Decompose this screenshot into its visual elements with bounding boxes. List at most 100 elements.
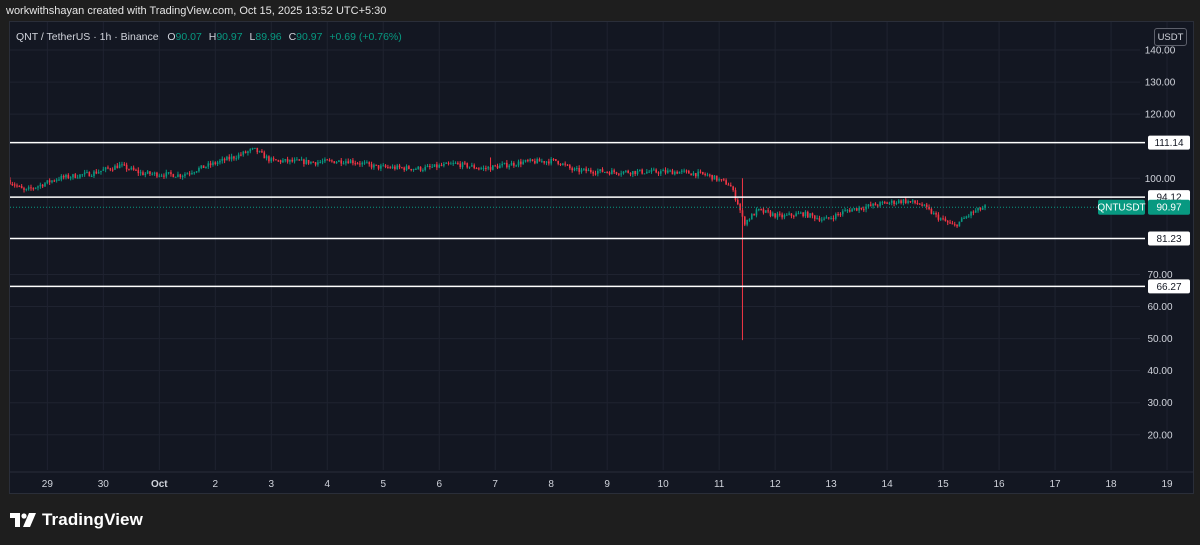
candle-body: [571, 168, 573, 171]
candle-body: [613, 170, 615, 173]
price-tick-label: 100.00: [1145, 174, 1176, 185]
candle-body: [977, 207, 979, 211]
candle-body: [405, 166, 408, 170]
candle-body: [398, 165, 401, 168]
candle-body: [650, 169, 653, 172]
candle-body: [562, 163, 564, 166]
time-tick-label: 10: [658, 479, 670, 490]
candle-body: [872, 203, 874, 206]
candle-body: [177, 174, 179, 177]
candle-body: [198, 167, 200, 172]
candle-body: [219, 160, 221, 163]
candle-body: [967, 215, 970, 217]
candle-body: [104, 167, 107, 170]
candle-body: [900, 200, 902, 203]
currency-button[interactable]: USDT: [1154, 28, 1187, 46]
candle-body: [289, 159, 291, 162]
candle-body: [879, 202, 881, 206]
candle-body: [277, 160, 280, 162]
candle-body: [356, 163, 359, 165]
candle-body: [48, 180, 51, 183]
candle-body: [569, 165, 571, 169]
candle-body: [627, 170, 629, 173]
candle-body: [389, 167, 392, 169]
last-price-tag: [1148, 199, 1190, 215]
candle-body: [221, 158, 224, 161]
time-tick-label: 4: [324, 479, 330, 490]
high-value: 90.97: [216, 31, 243, 43]
candle-body: [20, 186, 23, 189]
candle-body: [608, 172, 611, 175]
candle-body: [506, 162, 508, 168]
candle-body: [956, 224, 958, 227]
symbol-description[interactable]: QNT / TetherUS · 1h · Binance: [16, 31, 159, 43]
candle-body: [72, 174, 74, 178]
candle-body: [335, 161, 338, 164]
candle-body: [811, 213, 814, 216]
candle-body: [585, 168, 587, 172]
candle-body: [489, 167, 492, 170]
candle-body: [328, 160, 331, 162]
candle-body: [583, 168, 585, 170]
candle-body: [818, 218, 821, 221]
candle-body: [163, 175, 165, 177]
candle-body: [373, 164, 375, 168]
candle-body: [487, 167, 490, 169]
candle-body: [384, 165, 387, 168]
candle-body: [620, 173, 622, 175]
candle-body: [142, 172, 144, 176]
candle-body: [363, 162, 366, 164]
time-tick-label: 17: [1049, 479, 1061, 490]
candle-body: [345, 161, 347, 164]
candle-body: [662, 170, 664, 172]
candle-body: [461, 162, 464, 168]
candle-body: [293, 159, 296, 162]
candle-body: [729, 185, 732, 187]
price-tick-label: 140.00: [1145, 46, 1176, 57]
candle-body: [534, 160, 536, 164]
candle-body: [673, 171, 676, 175]
price-tick-label: 120.00: [1145, 110, 1176, 121]
candle-body: [275, 159, 277, 161]
candle-body: [790, 213, 793, 216]
candle-body: [16, 185, 18, 187]
tradingview-logo[interactable]: TradingView: [10, 510, 143, 530]
candle-body: [555, 159, 557, 161]
price-chart[interactable]: 111.14 94.12 81.23 66.27 20.00 30.00 40.00 50.…: [10, 22, 1194, 494]
candle-body: [186, 173, 189, 175]
candle-body: [249, 149, 252, 152]
candle-body: [685, 170, 688, 172]
candle-body: [536, 159, 539, 164]
candle-body: [324, 159, 326, 162]
level-tag: [1148, 231, 1190, 246]
candle-body: [783, 214, 786, 218]
symbol-tag-label: QNTUSDT: [1097, 203, 1145, 214]
price-tick-label: 40.00: [1147, 366, 1172, 377]
candle-body: [422, 170, 424, 172]
candle-body: [552, 158, 555, 160]
candle-body: [774, 213, 776, 218]
candle-body: [212, 162, 214, 166]
candle-body: [440, 165, 443, 167]
candle-body: [529, 159, 532, 161]
candle-body: [708, 174, 711, 176]
candle-body: [485, 168, 487, 170]
candle-body: [10, 179, 11, 185]
tradingview-icon: [10, 513, 36, 527]
time-tick-label: 3: [268, 479, 274, 490]
candle-body: [527, 160, 529, 162]
candle-body: [743, 216, 746, 225]
candle-body: [443, 163, 445, 166]
candle-body: [902, 199, 905, 203]
candle-body: [907, 201, 909, 203]
candle-body: [853, 208, 856, 210]
candle-body: [886, 202, 888, 204]
candle-body: [46, 180, 49, 184]
candle-body: [942, 218, 944, 220]
candle-body: [496, 165, 499, 169]
candle-body: [678, 171, 681, 174]
candle-body: [753, 214, 755, 216]
candle-body: [156, 172, 158, 177]
candle-body: [284, 159, 287, 161]
chart-frame[interactable]: 111.14 94.12 81.23 66.27 20.00 30.00 40.00 50.…: [9, 21, 1194, 494]
